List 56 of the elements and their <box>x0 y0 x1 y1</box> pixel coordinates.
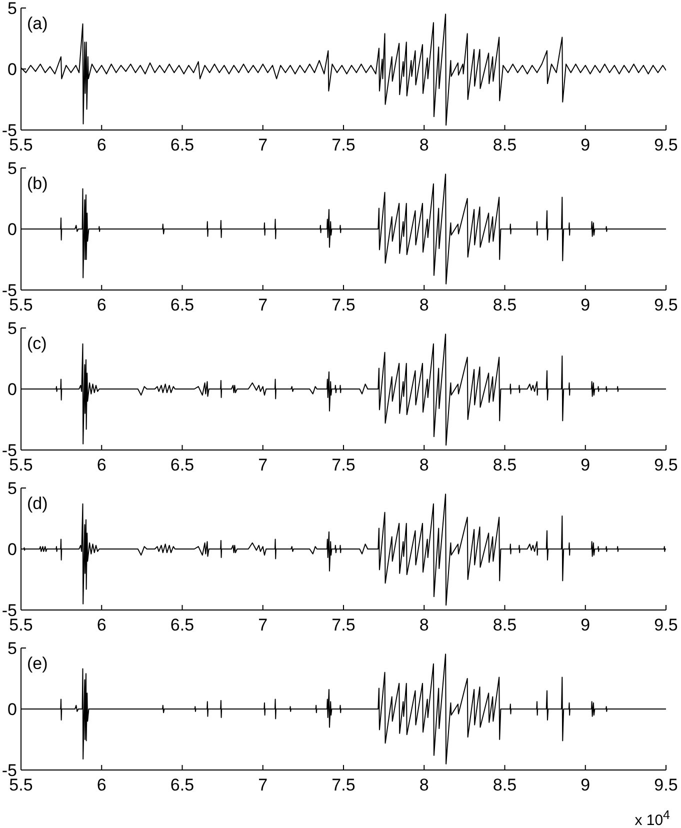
x-tick-label: 8.5 <box>492 616 517 635</box>
x-tick-label: 8 <box>419 456 429 475</box>
x-tick-label: 9 <box>580 296 590 315</box>
x-tick-label: 9.5 <box>654 616 678 635</box>
x-tick-label: 6.5 <box>170 776 194 795</box>
x-axis-title: x 10$^{4}$ <box>634 808 670 828</box>
y-tick-label: 5 <box>8 478 17 498</box>
x-tick-label: 7.5 <box>332 616 356 635</box>
y-tick-label: 0 <box>8 700 17 719</box>
x-tick-label: 9.5 <box>654 296 678 315</box>
x-tick-label: 8.5 <box>492 456 517 475</box>
x-tick-label: 6 <box>96 456 106 475</box>
x-tick-label: 8 <box>419 776 429 795</box>
x-tick-label: 6.5 <box>170 456 194 475</box>
x-tick-label: 7 <box>258 296 268 315</box>
x-tick-label: 9.5 <box>654 776 678 795</box>
annotation: (e) <box>27 654 48 673</box>
y-tick-label: 5 <box>8 318 17 338</box>
annotation: (d) <box>27 494 48 513</box>
x-tick-label: 6.5 <box>170 616 194 635</box>
x-tick-label: 8.5 <box>492 136 517 155</box>
x-tick-label: 9 <box>580 776 590 795</box>
x-tick-label: 8.5 <box>492 296 517 315</box>
y-tick-label: 0 <box>8 60 17 79</box>
y-tick-label: 0 <box>8 540 17 559</box>
x-tick-label: 7 <box>258 776 268 795</box>
x-tick-label: 6 <box>96 296 106 315</box>
x-tick-label: 6.5 <box>170 296 194 315</box>
y-tick-label: 0 <box>8 220 17 239</box>
x-tick-label: 8.5 <box>492 776 517 795</box>
y-tick-label: 5 <box>8 158 17 178</box>
x-tick-label: 6.5 <box>170 136 194 155</box>
x-tick-label: 9 <box>580 616 590 635</box>
x-tick-label: 7.5 <box>332 456 356 475</box>
x-tick-label: 6 <box>96 616 106 635</box>
x-tick-label: 7.5 <box>332 296 356 315</box>
y-tick-label: 0 <box>8 380 17 399</box>
x-tick-label: 8 <box>419 296 429 315</box>
x-tick-label: 8 <box>419 616 429 635</box>
x-tick-label: 7.5 <box>332 136 356 155</box>
annotation: (b) <box>27 174 48 193</box>
y-tick-label: 5 <box>8 0 17 18</box>
annotation: (a) <box>27 14 48 33</box>
x-tick-label: 7 <box>258 456 268 475</box>
x-tick-label: 6 <box>96 776 106 795</box>
x-tick-label: 7.5 <box>332 776 356 795</box>
x-tick-label: 9 <box>580 136 590 155</box>
x-tick-label: 6 <box>96 136 106 155</box>
x-tick-label: 7 <box>258 616 268 635</box>
x-tick-label: 9 <box>580 456 590 475</box>
annotation: (c) <box>27 334 47 353</box>
y-tick-label: 5 <box>8 638 17 658</box>
x-tick-label: 9.5 <box>654 136 678 155</box>
x-tick-label: 9.5 <box>654 456 678 475</box>
x-tick-label: 8 <box>419 136 429 155</box>
x-tick-label: 7 <box>258 136 268 155</box>
